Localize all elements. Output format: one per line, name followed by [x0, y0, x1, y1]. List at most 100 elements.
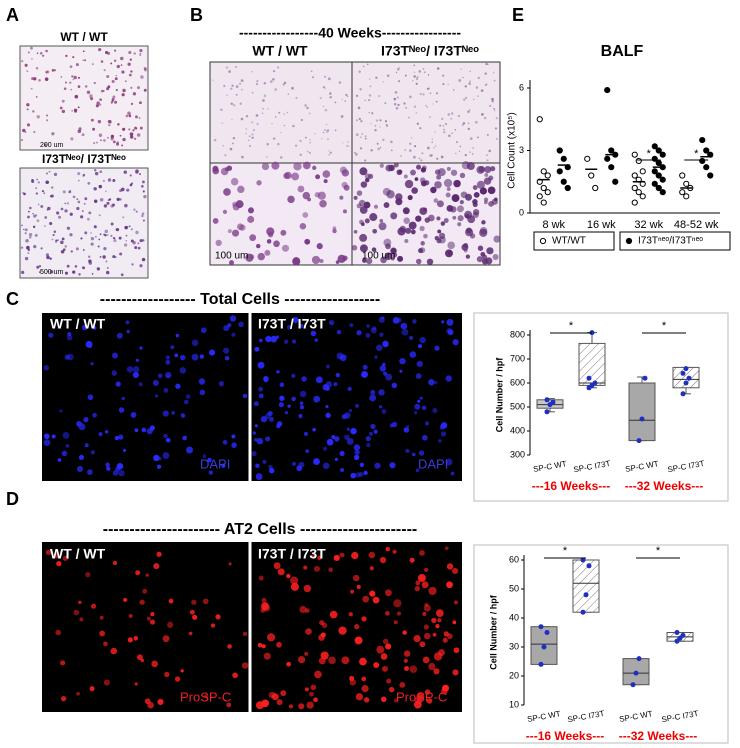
cell [57, 239, 59, 242]
cell [423, 567, 429, 573]
cell [96, 267, 100, 271]
cell [116, 64, 120, 69]
cell [324, 108, 328, 112]
cell [70, 88, 73, 91]
cell [271, 693, 279, 701]
cell [373, 429, 378, 434]
cell [60, 76, 63, 78]
cell [240, 117, 244, 121]
cell [325, 405, 329, 409]
cell [141, 180, 145, 184]
panel-label: B [190, 5, 203, 25]
cell [145, 573, 149, 577]
cell [404, 148, 407, 151]
cell [359, 233, 368, 242]
cell [87, 469, 93, 476]
cell [76, 198, 79, 201]
cell [307, 197, 312, 202]
cell [241, 662, 249, 669]
cell [175, 333, 180, 338]
cell [110, 234, 113, 238]
cell [403, 427, 410, 433]
data-point [651, 155, 658, 162]
cell [393, 620, 398, 625]
cell [353, 195, 358, 200]
cell [359, 462, 365, 467]
cell [371, 112, 374, 115]
data-point [631, 151, 638, 158]
cell [414, 177, 419, 181]
cell [225, 66, 229, 69]
cell [215, 239, 222, 247]
cell [349, 323, 354, 328]
data-point [586, 375, 592, 381]
cell [408, 335, 414, 341]
cell [438, 439, 442, 443]
data-point [583, 592, 589, 598]
cell [92, 413, 97, 418]
cell [51, 186, 54, 189]
cell [33, 245, 37, 249]
cell [128, 114, 132, 118]
cell [287, 404, 291, 408]
cell [286, 661, 292, 667]
data-point [642, 375, 648, 381]
cell [98, 214, 101, 217]
data-point [680, 632, 686, 638]
cell [328, 656, 336, 665]
cell [379, 126, 381, 128]
cell [422, 656, 430, 664]
cell [28, 232, 33, 237]
cell [457, 222, 462, 227]
cell [26, 103, 30, 107]
cell [118, 407, 125, 413]
cell [350, 472, 357, 479]
cell [99, 630, 106, 637]
cell [66, 226, 71, 230]
cell [358, 117, 361, 120]
cell [98, 103, 102, 106]
cell [331, 435, 336, 439]
cell [378, 222, 387, 231]
annotation: * [569, 320, 574, 332]
cell [368, 551, 376, 559]
cell [346, 427, 350, 431]
cell [251, 121, 254, 124]
data-point [544, 397, 550, 403]
cell [110, 101, 113, 104]
cell [156, 551, 162, 557]
cell [106, 466, 111, 471]
cell [446, 318, 454, 326]
data-point [683, 193, 690, 200]
cell [24, 228, 28, 232]
cell [489, 104, 492, 107]
cell [325, 412, 331, 419]
data-point [683, 366, 689, 372]
cell [33, 130, 36, 134]
cell [140, 75, 144, 79]
cell [382, 665, 389, 672]
cell [480, 89, 484, 92]
cell [384, 120, 388, 123]
cell [481, 258, 488, 265]
cell [64, 202, 67, 205]
cell [414, 145, 417, 148]
cell [379, 218, 384, 223]
cell [442, 125, 445, 127]
data-point [564, 184, 571, 192]
cell [450, 471, 455, 476]
cell [415, 215, 422, 222]
cell [122, 88, 126, 93]
cell [99, 98, 102, 101]
cell [38, 271, 41, 274]
cell [381, 409, 387, 415]
cell [299, 405, 305, 410]
cell [49, 195, 53, 198]
cell [242, 631, 248, 637]
cell [309, 139, 311, 141]
cell [139, 54, 142, 57]
cell [291, 373, 296, 378]
cell [119, 198, 122, 201]
cell [477, 136, 479, 139]
cell [66, 334, 73, 341]
